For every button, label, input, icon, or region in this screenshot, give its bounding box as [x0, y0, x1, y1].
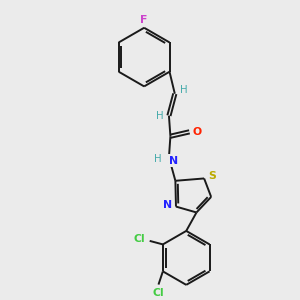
Text: F: F — [140, 15, 148, 25]
Text: Cl: Cl — [153, 288, 164, 298]
Text: N: N — [169, 156, 178, 166]
Text: Cl: Cl — [134, 234, 145, 244]
Text: S: S — [208, 170, 216, 181]
Text: O: O — [192, 127, 201, 137]
Text: H: H — [156, 111, 164, 121]
Text: H: H — [154, 154, 162, 164]
Text: H: H — [180, 85, 188, 95]
Text: N: N — [163, 200, 172, 210]
